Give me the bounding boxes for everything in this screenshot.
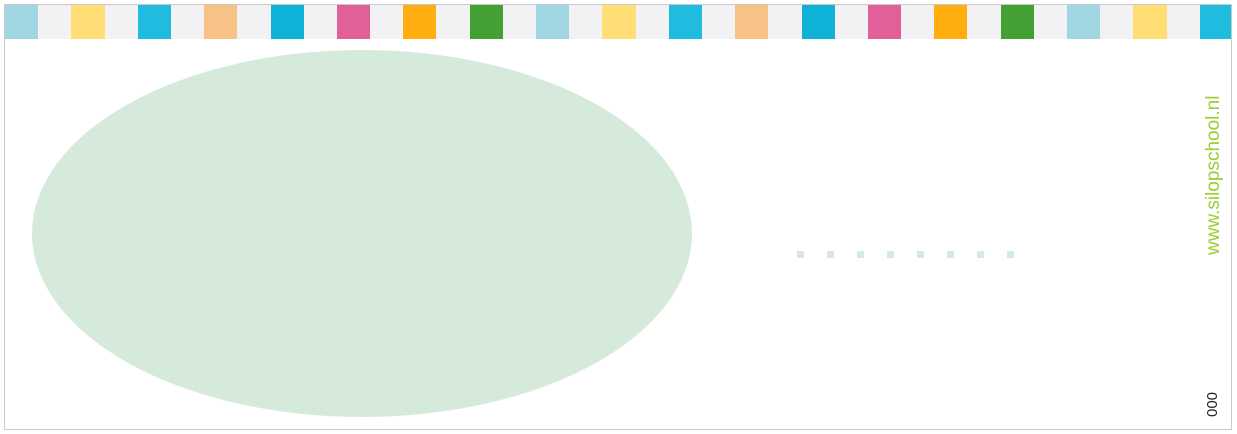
- color-strip-cell: [1033, 5, 1067, 39]
- color-strip-cell: [303, 5, 337, 39]
- color-strip-cell: [336, 5, 371, 39]
- dot: [887, 251, 894, 258]
- color-strip-cell: [436, 5, 470, 39]
- color-strip-cell: [1000, 5, 1034, 39]
- dot: [827, 251, 834, 258]
- card-code: 000: [1204, 391, 1221, 417]
- color-strip-cell: [701, 5, 736, 39]
- color-strip-cell: [768, 5, 802, 39]
- color-strip-cell: [635, 5, 669, 39]
- color-strip-cell: [735, 5, 769, 39]
- dot: [947, 251, 954, 258]
- color-strip-cell: [834, 5, 868, 39]
- color-strip-cell: [502, 5, 536, 39]
- color-strip-cell: [1199, 5, 1231, 39]
- color-strip-cell: [104, 5, 138, 39]
- color-strip-cell: [536, 5, 570, 39]
- website-label: www.silopschool.nl: [1203, 95, 1224, 255]
- color-strip-cell: [137, 5, 171, 39]
- color-strip-cell: [5, 5, 39, 39]
- color-strip-cell: [270, 5, 304, 39]
- dot: [857, 251, 864, 258]
- color-strip-cell: [967, 5, 1001, 39]
- color-strip-cell: [668, 5, 702, 39]
- color-strip-cell: [71, 5, 105, 39]
- color-strip-cell: [602, 5, 636, 39]
- dotted-line: [797, 251, 1027, 259]
- color-strip-cell: [370, 5, 404, 39]
- color-strip-cell: [170, 5, 205, 39]
- color-strip-cell: [1133, 5, 1167, 39]
- dot: [797, 251, 804, 258]
- dot: [917, 251, 924, 258]
- color-strip-cell: [1067, 5, 1101, 39]
- color-strip-cell: [901, 5, 935, 39]
- color-strip-cell: [204, 5, 238, 39]
- color-strip-cell: [1166, 5, 1200, 39]
- color-strip-cell: [469, 5, 503, 39]
- color-strip-cell: [237, 5, 271, 39]
- dot: [1007, 251, 1014, 258]
- color-strip-cell: [403, 5, 437, 39]
- color-strip: [5, 5, 1231, 39]
- color-strip-cell: [1100, 5, 1134, 39]
- word-card: www.silopschool.nl 000: [4, 4, 1232, 430]
- dot: [977, 251, 984, 258]
- picture-oval: [32, 50, 692, 417]
- color-strip-cell: [934, 5, 968, 39]
- color-strip-cell: [801, 5, 835, 39]
- color-strip-cell: [569, 5, 603, 39]
- color-strip-cell: [867, 5, 902, 39]
- color-strip-cell: [38, 5, 72, 39]
